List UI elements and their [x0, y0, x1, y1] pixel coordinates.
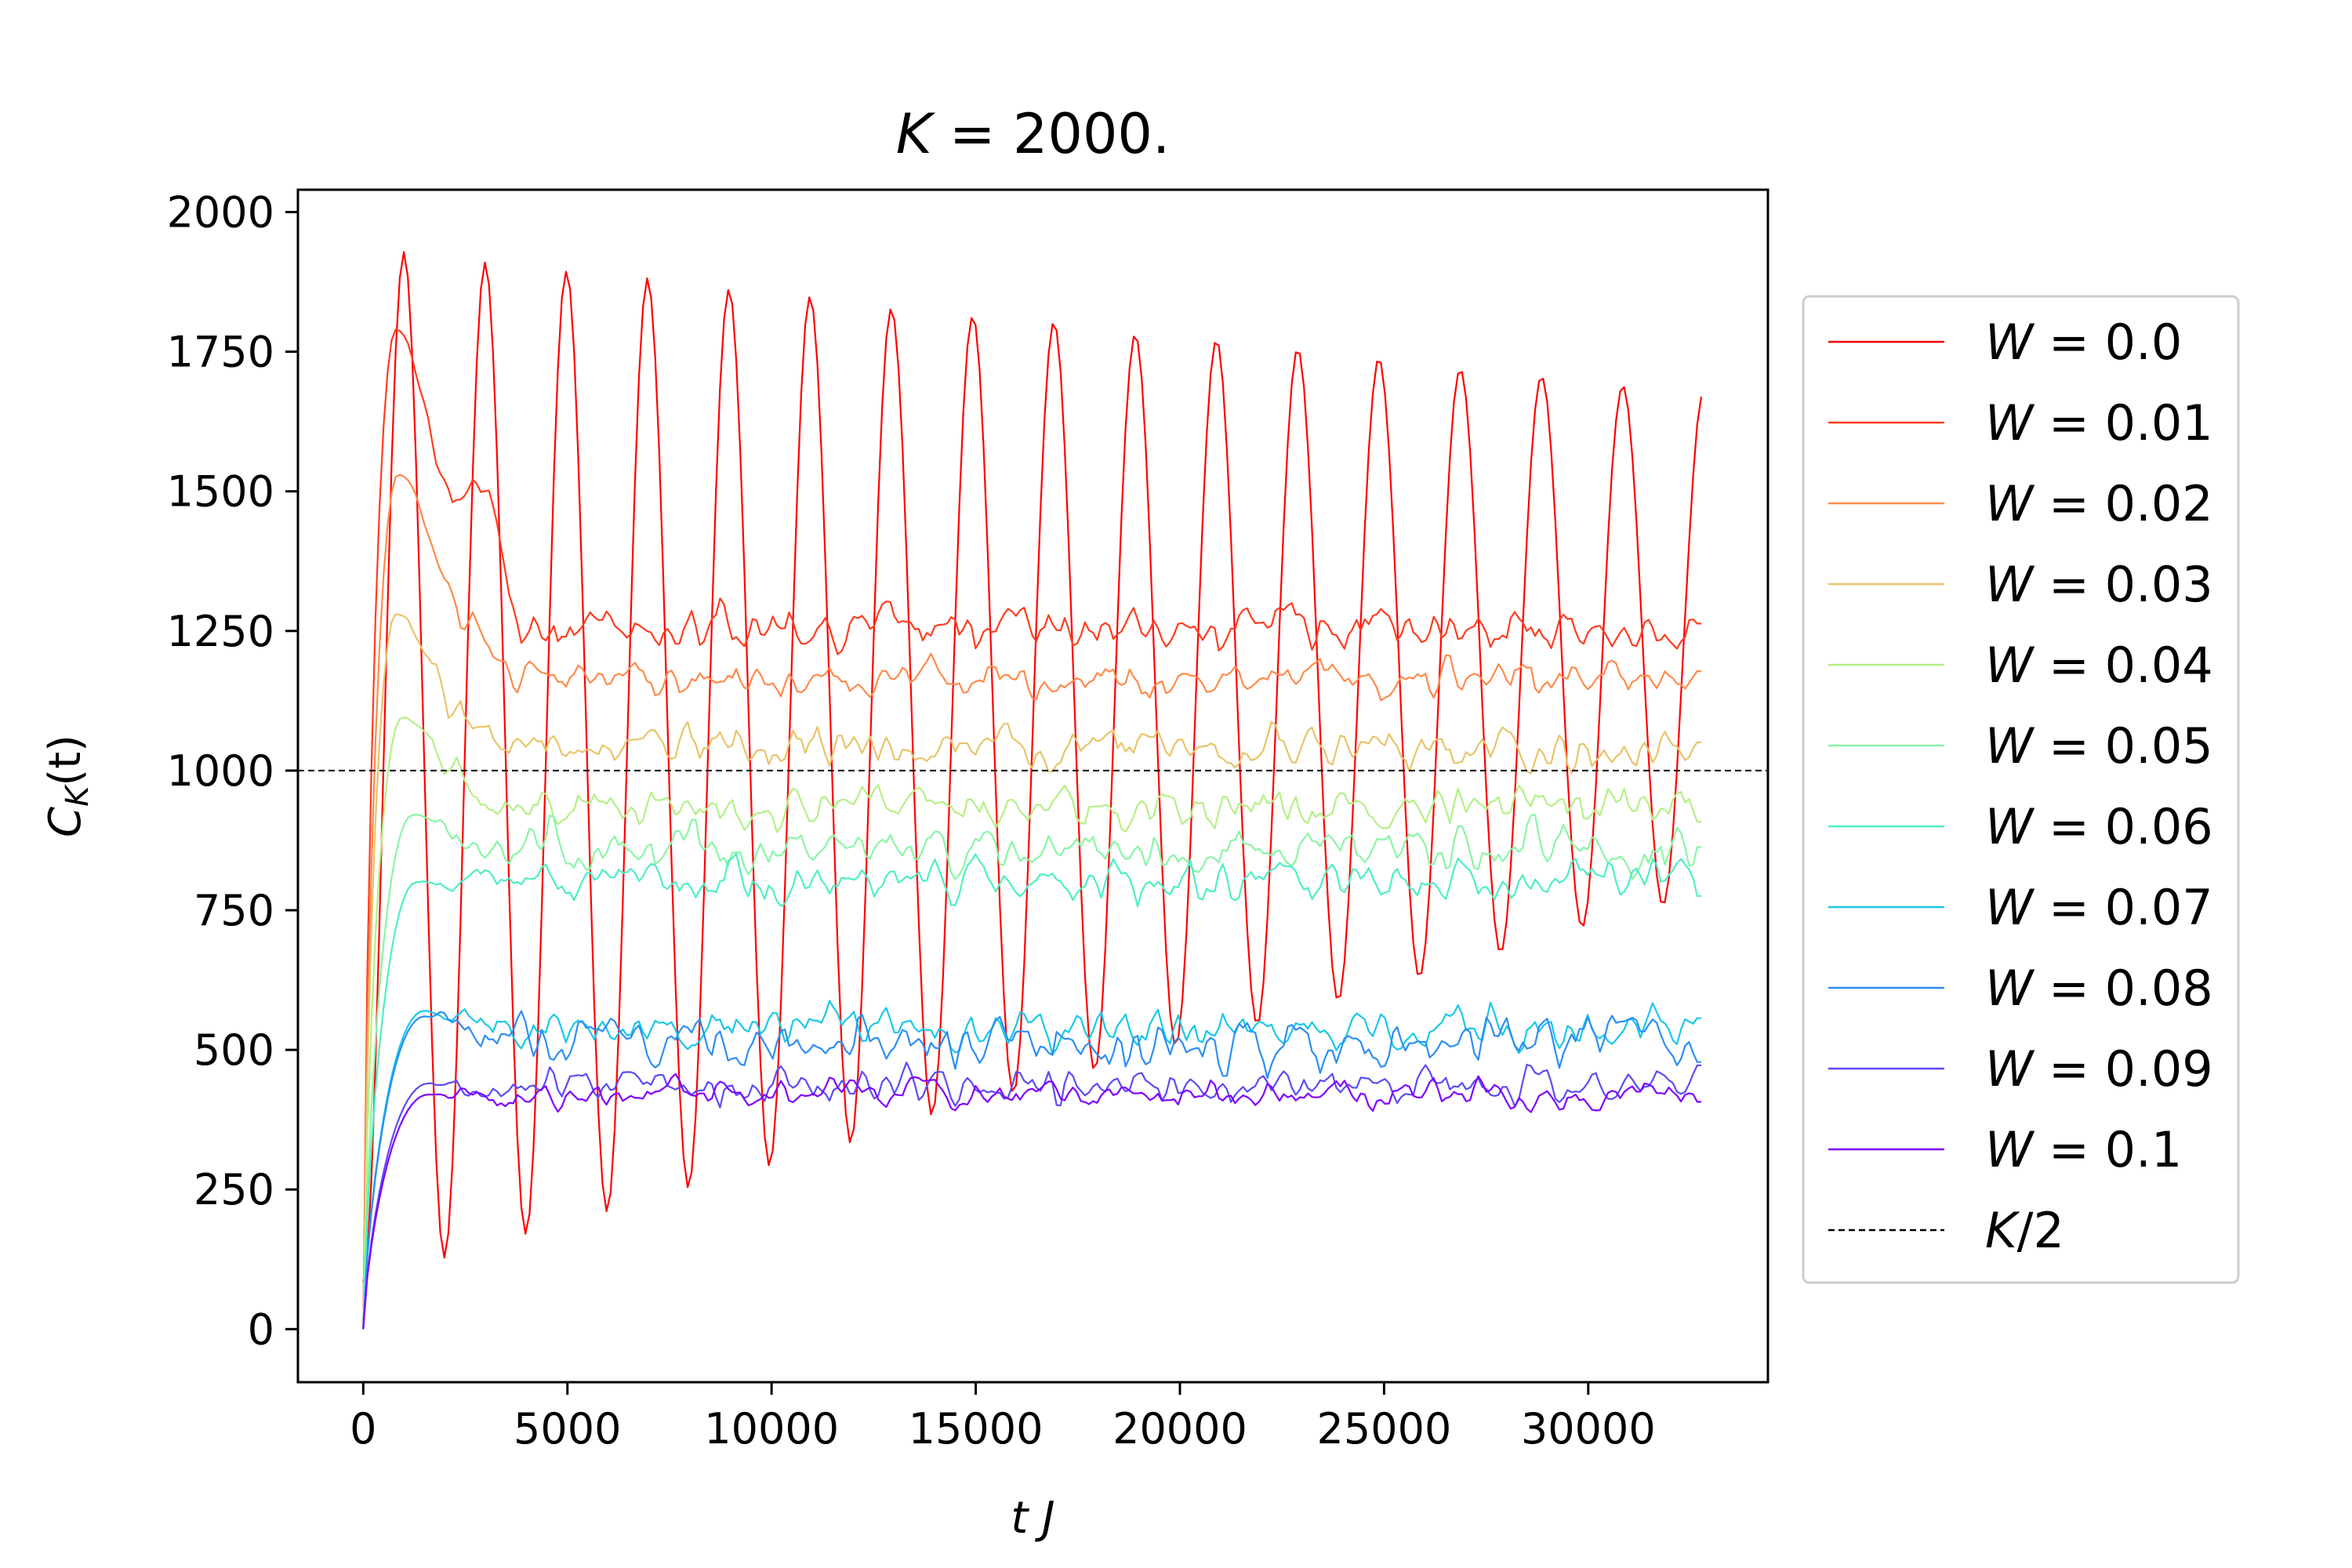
series-line-w-005 [362, 814, 1701, 1330]
legend-label-value: = 0.04 [2033, 637, 2212, 694]
legend-label-value: = 0.05 [2033, 717, 2212, 775]
title-value: = 2000. [932, 102, 1171, 166]
series-line-w-006 [362, 852, 1701, 1330]
series-line-w-004 [362, 717, 1701, 1330]
legend-label-variable: W [1985, 798, 2035, 855]
series-layer [362, 251, 1703, 1330]
legend-label: W = 0.07 [1985, 879, 2213, 936]
legend-label: W = 0.08 [1985, 960, 2213, 1017]
series-line-w-007 [362, 1000, 1701, 1330]
legend-label-value: = 0.01 [2033, 394, 2212, 452]
y-tick-label: 500 [194, 1025, 274, 1075]
legend-label-value: = 0.0 [2033, 314, 2182, 371]
legend-label-value: = 0.09 [2033, 1040, 2212, 1098]
y-tick-label: 0 [248, 1305, 274, 1354]
legend-label: W = 0.05 [1985, 717, 2213, 775]
y-tick-label: 750 [194, 886, 274, 935]
y-axis-label-subscript: K [60, 784, 96, 807]
legend-label: W = 0.03 [1985, 556, 2213, 613]
y-tick-label: 1750 [167, 328, 274, 377]
series-line-w-00 [362, 251, 1703, 1283]
legend-label-variable: W [1985, 314, 2035, 371]
legend-label-value: = 0.02 [2033, 475, 2212, 532]
legend-label-variable: W [1985, 1040, 2035, 1098]
series-line-w-001 [362, 328, 1701, 1330]
legend-label: W = 0.01 [1985, 394, 2213, 452]
x-axis-label: t J [1011, 1493, 1054, 1544]
y-axis-label-main: C [40, 807, 91, 837]
legend-label: K/2 [1985, 1202, 2064, 1259]
x-tick-label: 30000 [1521, 1404, 1656, 1454]
x-tick-label: 0 [350, 1404, 376, 1454]
title-variable: K [896, 102, 936, 166]
legend-label: W = 0.04 [1985, 637, 2213, 694]
series-line-w-008 [362, 1010, 1701, 1330]
y-tick-label: 1250 [167, 607, 274, 656]
plot-frame [296, 188, 1769, 1384]
y-tick-label: 1000 [167, 746, 274, 796]
legend-label-variable: W [1985, 556, 2035, 613]
legend-label: W = 0.0 [1985, 314, 2182, 371]
legend-label-variable: K [1985, 1202, 2020, 1259]
legend-label-value: = 0.06 [2033, 798, 2212, 855]
x-tick-label: 15000 [909, 1404, 1044, 1454]
legend-label-variable: W [1985, 1121, 2035, 1178]
y-tick-label: 250 [194, 1165, 274, 1214]
series-line-w-003 [362, 613, 1701, 1330]
y-tick-label: 1500 [167, 467, 274, 517]
chart-title: K = 2000. [896, 102, 1170, 166]
x-tick-label: 25000 [1317, 1404, 1452, 1454]
x-axis: 0 5000 10000 15000 20000 25000 30000 [350, 1382, 1656, 1454]
x-tick-label: 20000 [1112, 1404, 1247, 1454]
series-line-w-01 [362, 1073, 1701, 1330]
legend-label: W = 0.06 [1985, 798, 2213, 855]
legend-label-variable: W [1985, 960, 2035, 1017]
legend-label-value: = 0.07 [2033, 879, 2212, 936]
y-axis-label: CK(t) [40, 735, 96, 837]
legend-label-value: = 0.08 [2033, 960, 2212, 1017]
x-tick-label: 10000 [704, 1404, 839, 1454]
legend-label: W = 0.1 [1985, 1121, 2182, 1178]
series-line-w-002 [362, 474, 1701, 1330]
legend-label-variable: W [1985, 717, 2035, 775]
legend-frame [1802, 295, 2240, 1284]
legend: W = 0.0W = 0.01W = 0.02W = 0.03W = 0.04W… [1802, 295, 2240, 1284]
legend-label-variable: W [1985, 637, 2035, 694]
legend-label: W = 0.09 [1985, 1040, 2213, 1098]
legend-label-variable: W [1985, 475, 2035, 532]
y-tick-label: 2000 [167, 187, 274, 237]
legend-label-value: = 0.03 [2033, 556, 2212, 613]
legend-label-variable: W [1985, 879, 2035, 936]
y-axis: 0 250 500 750 1000 1250 1500 1750 2000 [167, 187, 298, 1354]
legend-label-value: /2 [2017, 1202, 2064, 1259]
y-axis-label-rest: (t) [40, 735, 91, 786]
legend-label: W = 0.02 [1985, 475, 2213, 532]
legend-label-value: = 0.1 [2033, 1121, 2182, 1178]
legend-label-variable: W [1985, 394, 2035, 452]
x-tick-label: 5000 [514, 1404, 621, 1454]
